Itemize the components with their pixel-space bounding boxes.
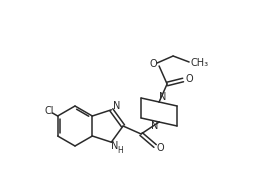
Text: N: N: [159, 92, 167, 102]
Text: O: O: [156, 143, 164, 153]
Text: N: N: [113, 101, 120, 111]
Text: O: O: [185, 74, 193, 84]
Text: N: N: [111, 141, 118, 151]
Text: O: O: [149, 59, 157, 69]
Text: CH₃: CH₃: [190, 58, 208, 68]
Text: H: H: [117, 146, 123, 155]
Text: N: N: [151, 121, 159, 131]
Text: Cl: Cl: [44, 106, 54, 116]
